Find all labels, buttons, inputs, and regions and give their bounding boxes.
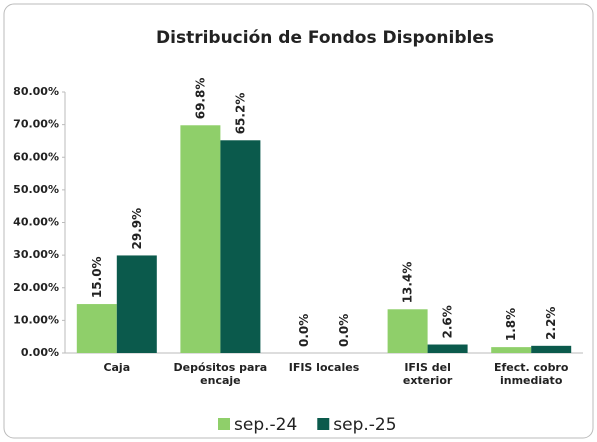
value-label: 0.0% (337, 314, 351, 347)
legend-label: sep.-24 (234, 415, 297, 435)
legend-label: sep.-25 (333, 415, 396, 435)
y-tick-label: 50.00% (13, 183, 59, 196)
bar (76, 304, 117, 353)
bar (116, 255, 157, 353)
x-tick-label: IFIS del exterior (402, 361, 453, 387)
bar (387, 309, 428, 353)
x-tick-label: Caja (103, 361, 131, 374)
value-label: 13.4% (401, 262, 415, 304)
value-label: 65.2% (233, 93, 247, 135)
value-label: 15.0% (90, 256, 104, 298)
value-label: 2.6% (441, 305, 455, 338)
bar (427, 344, 468, 353)
y-tick-label: 10.00% (13, 313, 59, 326)
legend-swatch (218, 418, 230, 430)
value-label: 2.2% (544, 307, 558, 340)
y-tick-label: 0.00% (21, 346, 59, 359)
value-label: 1.8% (504, 308, 518, 341)
value-label: 69.8% (193, 78, 207, 120)
bar (491, 347, 532, 353)
y-tick-label: 80.00% (13, 85, 59, 98)
y-tick-label: 60.00% (13, 150, 59, 163)
chart-title: Distribución de Fondos Disponibles (156, 28, 494, 48)
x-tick-label: IFIS locales (288, 361, 360, 374)
legend-swatch (317, 418, 330, 430)
bar (220, 140, 261, 353)
value-label: 29.9% (130, 208, 144, 250)
y-tick-label: 70.00% (13, 118, 59, 131)
value-label: 0.0% (297, 314, 311, 347)
x-tick-label: Depósitos para encaje (173, 361, 268, 387)
y-tick-label: 30.00% (13, 248, 59, 261)
y-tick-label: 40.00% (13, 216, 59, 229)
bar (180, 125, 221, 353)
y-tick-label: 20.00% (13, 281, 59, 294)
bar (531, 345, 572, 353)
x-tick-label: Efect. cobro inmediato (493, 361, 569, 387)
